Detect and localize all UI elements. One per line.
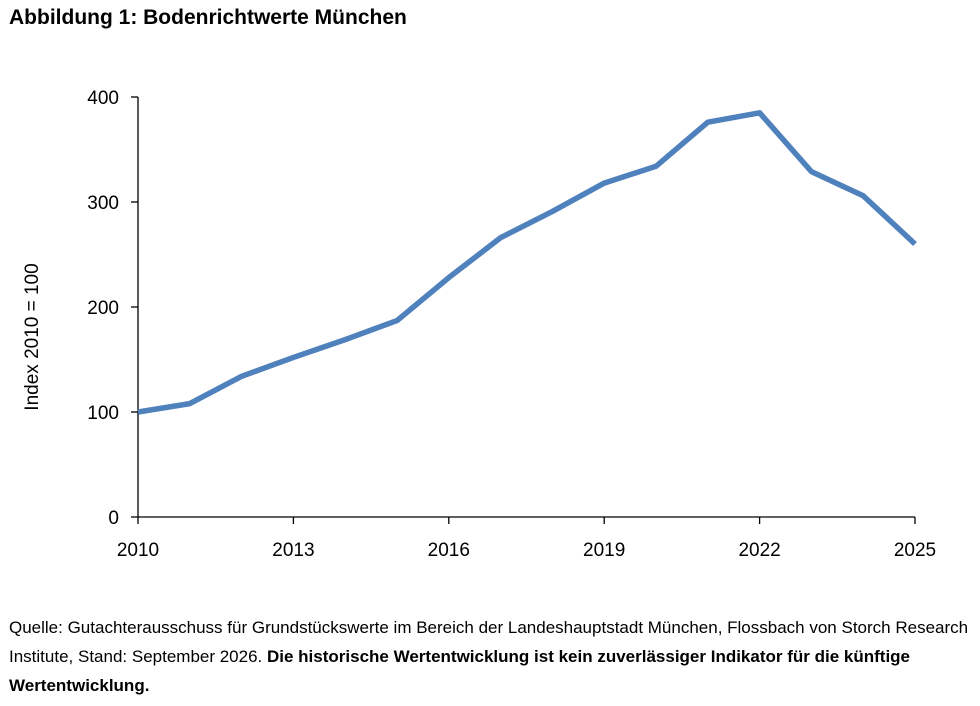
line-chart: 0 100 200 300 400 2010 2013 2016 2019 2022 2025 I… — [22, 88, 936, 561]
series-group — [137, 110, 917, 415]
y-tick-label: 100 — [87, 403, 119, 424]
y-tick-label: 300 — [87, 193, 119, 214]
x-axis: 2010 2013 2016 2019 2022 2025 — [117, 516, 936, 561]
series-line — [137, 110, 917, 415]
source-note: Quelle: Gutachterausschuss für Grundstüc… — [9, 613, 969, 700]
x-tick-label: 2013 — [272, 540, 314, 561]
x-tick-label: 2010 — [117, 540, 159, 561]
y-tick-label: 0 — [108, 508, 119, 529]
disclaimer-text: Die historische Wertentwicklung ist kein… — [9, 647, 911, 695]
x-tick-label: 2025 — [894, 540, 936, 561]
source-text: Quelle: Gutachterausschuss für Grundstüc… — [9, 618, 969, 666]
x-tick-label: 2016 — [428, 540, 470, 561]
y-axis: 0 100 200 300 400 — [87, 88, 139, 529]
x-tick-label: 2022 — [738, 540, 780, 561]
figure-title: Abbildung 1: Bodenrichtwerte München — [9, 6, 407, 29]
x-tick-label: 2019 — [583, 540, 625, 561]
y-tick-label: 200 — [87, 298, 119, 319]
y-tick-label: 400 — [87, 88, 119, 109]
y-axis-label: Index 2010 = 100 — [22, 263, 43, 410]
